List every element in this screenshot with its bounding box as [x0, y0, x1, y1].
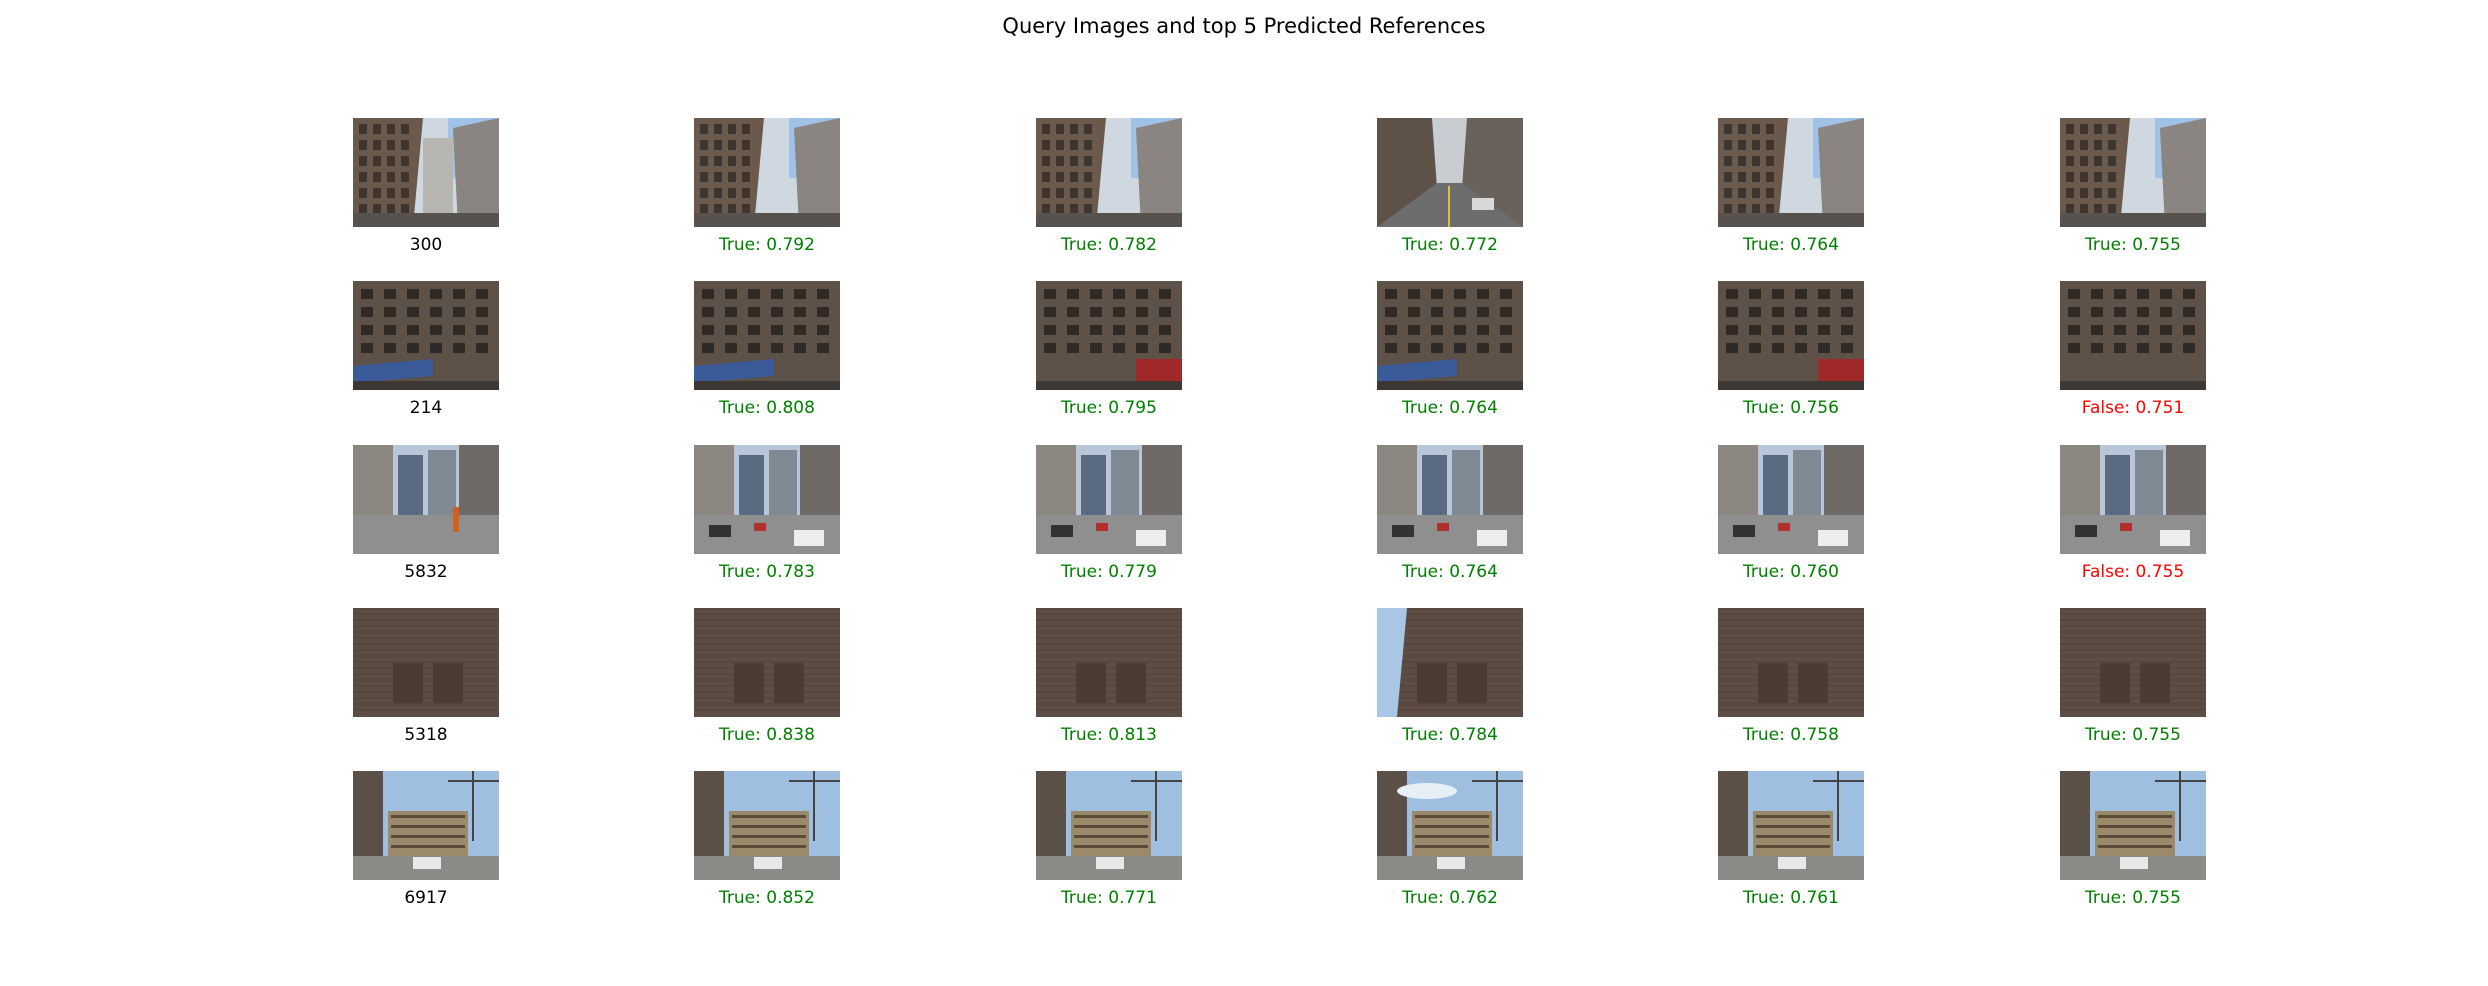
- reference-image: [1036, 118, 1182, 227]
- reference-score-label: True: 0.808: [694, 398, 840, 418]
- reference-score-label: True: 0.764: [1718, 235, 1864, 255]
- reference-cell: True: 0.772: [1377, 118, 1523, 255]
- reference-cell: True: 0.783: [694, 445, 840, 582]
- reference-image: [1377, 445, 1523, 554]
- reference-score-label: True: 0.755: [2060, 235, 2206, 255]
- reference-cell: True: 0.782: [1036, 118, 1182, 255]
- reference-cell: True: 0.808: [694, 281, 840, 418]
- reference-cell: True: 0.755: [2060, 608, 2206, 745]
- reference-image: [1036, 608, 1182, 717]
- reference-cell: True: 0.761: [1718, 771, 1864, 908]
- query-image: [353, 771, 499, 880]
- reference-score-label: True: 0.760: [1718, 562, 1864, 582]
- reference-image: [2060, 445, 2206, 554]
- reference-cell: True: 0.813: [1036, 608, 1182, 745]
- reference-score-label: True: 0.755: [2060, 725, 2206, 745]
- reference-cell: True: 0.764: [1377, 281, 1523, 418]
- query-image: [353, 608, 499, 717]
- reference-image: [2060, 118, 2206, 227]
- reference-cell: True: 0.758: [1718, 608, 1864, 745]
- reference-cell: True: 0.779: [1036, 445, 1182, 582]
- query-id-label: 214: [353, 398, 499, 418]
- reference-image: [694, 281, 840, 390]
- reference-score-label: True: 0.762: [1377, 888, 1523, 908]
- reference-image: [1377, 281, 1523, 390]
- reference-cell: True: 0.795: [1036, 281, 1182, 418]
- reference-score-label: True: 0.779: [1036, 562, 1182, 582]
- query-cell: 5832: [353, 445, 499, 582]
- reference-score-label: False: 0.751: [2060, 398, 2206, 418]
- reference-score-label: True: 0.764: [1377, 562, 1523, 582]
- reference-score-label: True: 0.813: [1036, 725, 1182, 745]
- reference-score-label: True: 0.852: [694, 888, 840, 908]
- reference-image: [1718, 445, 1864, 554]
- reference-score-label: True: 0.755: [2060, 888, 2206, 908]
- reference-score-label: False: 0.755: [2060, 562, 2206, 582]
- reference-cell: True: 0.755: [2060, 771, 2206, 908]
- reference-cell: True: 0.762: [1377, 771, 1523, 908]
- reference-image: [1036, 281, 1182, 390]
- reference-cell: False: 0.751: [2060, 281, 2206, 418]
- query-image: [353, 281, 499, 390]
- reference-score-label: True: 0.784: [1377, 725, 1523, 745]
- reference-image: [1718, 608, 1864, 717]
- reference-cell: True: 0.764: [1377, 445, 1523, 582]
- query-cell: 5318: [353, 608, 499, 745]
- reference-cell: True: 0.771: [1036, 771, 1182, 908]
- reference-cell: True: 0.784: [1377, 608, 1523, 745]
- reference-cell: True: 0.792: [694, 118, 840, 255]
- reference-image: [1377, 118, 1523, 227]
- reference-score-label: True: 0.795: [1036, 398, 1182, 418]
- query-cell: 6917: [353, 771, 499, 908]
- reference-cell: True: 0.756: [1718, 281, 1864, 418]
- query-id-label: 5832: [353, 562, 499, 582]
- reference-cell: False: 0.755: [2060, 445, 2206, 582]
- reference-score-label: True: 0.764: [1377, 398, 1523, 418]
- reference-cell: True: 0.760: [1718, 445, 1864, 582]
- reference-image: [1718, 281, 1864, 390]
- reference-image: [1377, 771, 1523, 880]
- reference-score-label: True: 0.772: [1377, 235, 1523, 255]
- reference-image: [694, 445, 840, 554]
- reference-image: [694, 771, 840, 880]
- reference-image: [1718, 771, 1864, 880]
- reference-cell: True: 0.755: [2060, 118, 2206, 255]
- reference-image: [694, 118, 840, 227]
- reference-image: [1718, 118, 1864, 227]
- reference-score-label: True: 0.782: [1036, 235, 1182, 255]
- reference-score-label: True: 0.783: [694, 562, 840, 582]
- query-cell: 214: [353, 281, 499, 418]
- reference-image: [2060, 281, 2206, 390]
- reference-image: [1377, 608, 1523, 717]
- reference-cell: True: 0.838: [694, 608, 840, 745]
- reference-score-label: True: 0.758: [1718, 725, 1864, 745]
- query-image: [353, 445, 499, 554]
- reference-score-label: True: 0.756: [1718, 398, 1864, 418]
- reference-image: [1036, 445, 1182, 554]
- query-id-label: 300: [353, 235, 499, 255]
- reference-score-label: True: 0.792: [694, 235, 840, 255]
- reference-image: [1036, 771, 1182, 880]
- query-id-label: 5318: [353, 725, 499, 745]
- reference-image: [694, 608, 840, 717]
- query-image: [353, 118, 499, 227]
- reference-cell: True: 0.764: [1718, 118, 1864, 255]
- reference-score-label: True: 0.838: [694, 725, 840, 745]
- reference-score-label: True: 0.761: [1718, 888, 1864, 908]
- query-cell: 300: [353, 118, 499, 255]
- query-id-label: 6917: [353, 888, 499, 908]
- reference-score-label: True: 0.771: [1036, 888, 1182, 908]
- reference-image: [2060, 771, 2206, 880]
- reference-cell: True: 0.852: [694, 771, 840, 908]
- reference-image: [2060, 608, 2206, 717]
